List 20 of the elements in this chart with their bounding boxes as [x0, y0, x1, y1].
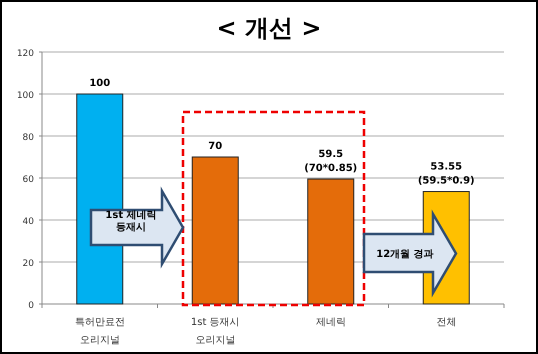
y-tick-label: 0	[28, 301, 34, 311]
x-tick-label: 전체	[436, 317, 456, 328]
chart-title: < 개선 >	[216, 14, 322, 42]
annotation: 1st 제네릭 등재시	[105, 210, 157, 233]
x-tick-label: 1st 등재시 오리지널	[190, 317, 240, 346]
y-tick-label: 40	[22, 217, 34, 227]
x-tick-label: 특허만료전 오리지널	[74, 317, 125, 346]
y-tick-label: 100	[16, 91, 34, 101]
data-label: 53.55 (59.5*0.9)	[418, 162, 475, 187]
x-tick-label: 제네릭	[316, 317, 346, 328]
y-tick-label: 120	[16, 49, 34, 59]
bar	[307, 178, 354, 304]
y-tick-label: 60	[22, 175, 34, 185]
bar	[192, 156, 239, 304]
data-label: 59.5 (70*0.85)	[304, 149, 358, 174]
data-label: 100	[89, 78, 110, 89]
data-label: 70	[208, 141, 222, 152]
y-tick-label: 20	[22, 259, 34, 269]
y-tick-label: 80	[22, 133, 34, 143]
annotation: 12개월 경과	[376, 249, 434, 260]
